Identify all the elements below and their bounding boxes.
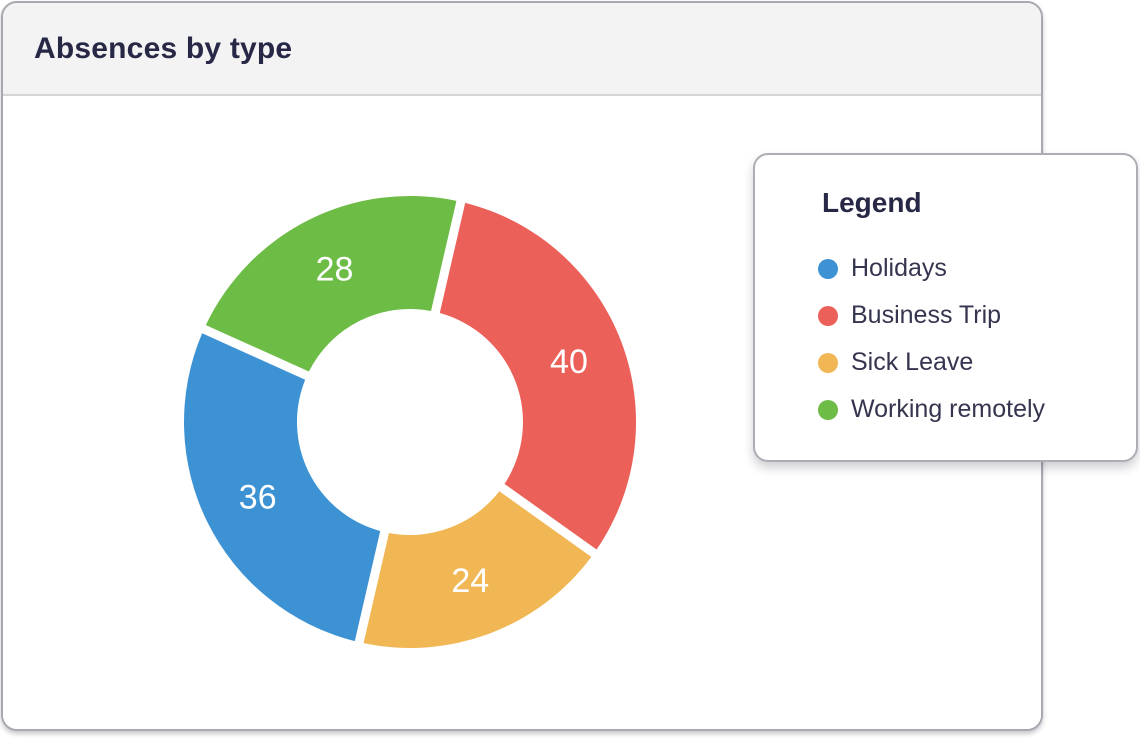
card-header: Absences by type bbox=[3, 3, 1041, 96]
slice-value-label-sick-leave: 24 bbox=[451, 562, 489, 600]
legend-item-working-remotely[interactable]: Working remotely bbox=[818, 386, 1116, 433]
legend-item-label: Holidays bbox=[851, 254, 947, 282]
slice-holidays[interactable] bbox=[183, 333, 381, 642]
slice-business-trip[interactable] bbox=[439, 202, 637, 550]
working-remotely-dot-icon bbox=[818, 399, 838, 420]
legend-item-business-trip[interactable]: Business Trip bbox=[818, 292, 1116, 339]
slice-value-label-holidays: 36 bbox=[239, 479, 277, 517]
sick-leave-dot-icon bbox=[818, 352, 838, 373]
legend-item-label: Business Trip bbox=[851, 301, 1002, 329]
legend-item-label: Sick Leave bbox=[851, 348, 974, 376]
business-trip-dot-icon bbox=[818, 305, 838, 326]
page-title: Absences by type bbox=[34, 31, 293, 65]
slice-sick-leave[interactable] bbox=[363, 491, 592, 649]
legend-card: Legend Holidays Business Trip Sick Leave Wo… bbox=[753, 153, 1138, 462]
slice-working-remotely[interactable] bbox=[205, 195, 457, 372]
donut-chart: 40 24 36 28 bbox=[183, 195, 637, 649]
slice-value-label-business-trip: 40 bbox=[550, 343, 588, 381]
legend-title: Legend bbox=[822, 187, 922, 218]
legend-list: Holidays Business Trip Sick Leave Working r… bbox=[818, 245, 1116, 433]
slice-value-label-working-remotely: 28 bbox=[316, 251, 354, 289]
holidays-dot-icon bbox=[818, 258, 838, 279]
legend-item-holidays[interactable]: Holidays bbox=[818, 245, 1116, 292]
legend-item-sick-leave[interactable]: Sick Leave bbox=[818, 339, 1116, 386]
legend-item-label: Working remotely bbox=[851, 395, 1046, 423]
